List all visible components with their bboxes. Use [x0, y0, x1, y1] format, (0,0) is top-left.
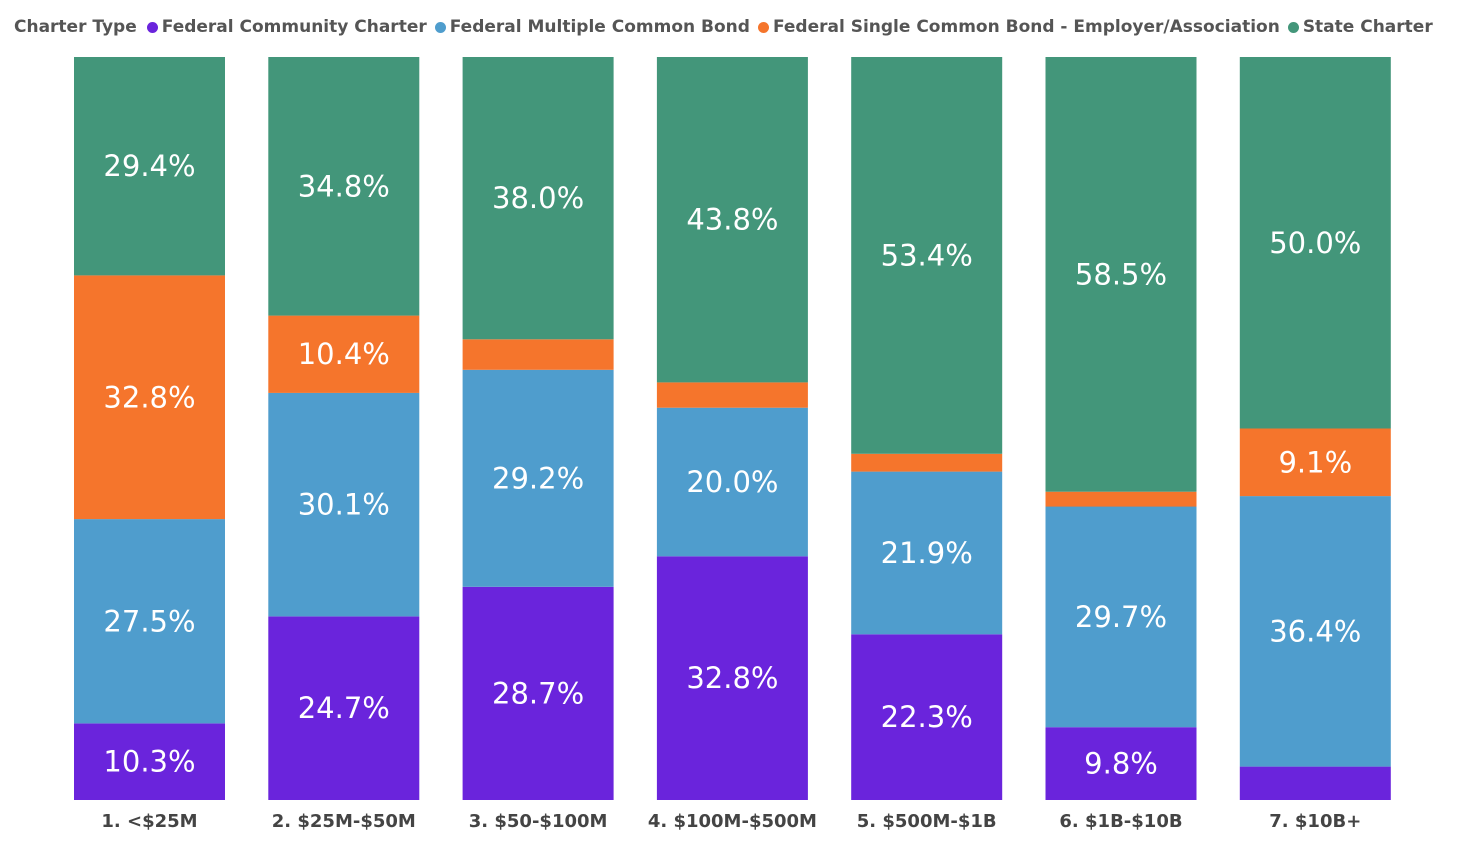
- legend-title: Charter Type: [14, 17, 137, 37]
- data-label: 43.8%: [686, 203, 778, 237]
- legend-label: Federal Single Common Bond - Employer/As…: [772, 17, 1280, 37]
- data-label: 36.4%: [1269, 614, 1361, 648]
- data-label: 10.4%: [298, 337, 390, 371]
- bar-segment[interactable]: [74, 275, 225, 520]
- legend-item-federal-multiple-common-bond[interactable]: Federal Multiple Common Bond: [434, 17, 750, 37]
- data-label: 9.8%: [1084, 747, 1158, 781]
- bar-segment[interactable]: [462, 57, 614, 340]
- data-label: 21.9%: [881, 536, 973, 570]
- x-axis-tick-label: 3. $50-$100M: [469, 811, 608, 832]
- bar-segment[interactable]: [656, 57, 808, 383]
- bar-segment[interactable]: [74, 519, 225, 724]
- x-axis-tick-label: 5. $500M-$1B: [857, 811, 997, 832]
- data-label: 32.8%: [686, 661, 778, 695]
- bar-segment[interactable]: [1045, 506, 1197, 728]
- bar-segment[interactable]: [1045, 727, 1197, 800]
- bar-segment[interactable]: [462, 339, 614, 370]
- legend-dot-icon: [757, 21, 769, 33]
- bar-segment[interactable]: [268, 315, 420, 393]
- bar-segment[interactable]: [268, 57, 420, 316]
- bar-segment[interactable]: [851, 453, 1003, 472]
- bar-segment[interactable]: [268, 392, 420, 617]
- data-label: 34.8%: [298, 169, 390, 203]
- x-axis-tick-label: 4. $100M-$500M: [648, 811, 817, 832]
- bar-segment[interactable]: [851, 634, 1003, 800]
- data-label: 29.7%: [1075, 600, 1167, 634]
- bar-segment[interactable]: [851, 57, 1003, 454]
- data-label: 28.7%: [492, 676, 584, 710]
- data-label: 27.5%: [103, 604, 195, 638]
- legend-dot-icon: [1287, 21, 1299, 33]
- bar-segment[interactable]: [1239, 496, 1391, 767]
- legend-label: Federal Community Charter: [161, 17, 427, 37]
- legend-item-state-charter[interactable]: State Charter: [1287, 17, 1433, 37]
- bar-segment[interactable]: [268, 616, 420, 801]
- legend-label: State Charter: [1302, 17, 1433, 37]
- x-axis-tick-label: 7. $10B+: [1269, 811, 1361, 832]
- data-label: 32.8%: [103, 380, 195, 414]
- bar-segment[interactable]: [851, 471, 1003, 635]
- bar-segment[interactable]: [462, 369, 614, 587]
- legend-item-federal-community-charter[interactable]: Federal Community Charter: [146, 17, 427, 37]
- data-label: 24.7%: [298, 691, 390, 725]
- bar-segment[interactable]: [1239, 57, 1391, 429]
- legend-dot-icon: [434, 21, 446, 33]
- bar-segment[interactable]: [462, 586, 614, 800]
- legend: Charter Type Federal Community Charter F…: [14, 14, 1441, 40]
- data-label: 10.3%: [103, 745, 195, 779]
- data-label: 30.1%: [298, 488, 390, 522]
- bar-segment[interactable]: [1239, 428, 1391, 497]
- data-label: 9.1%: [1278, 445, 1352, 479]
- data-label: 22.3%: [881, 700, 973, 734]
- bar-segment[interactable]: [1239, 766, 1391, 800]
- data-label: 50.0%: [1269, 226, 1361, 260]
- bar-segment[interactable]: [74, 57, 225, 276]
- x-axis-tick-label: 1. <$25M: [101, 811, 197, 832]
- bar-segment[interactable]: [1045, 491, 1197, 507]
- data-label: 29.2%: [492, 461, 584, 495]
- legend-item-federal-single-common-bond[interactable]: Federal Single Common Bond - Employer/As…: [757, 17, 1280, 37]
- bar-segment[interactable]: [656, 556, 808, 800]
- data-label: 29.4%: [103, 149, 195, 183]
- legend-dot-icon: [146, 21, 158, 33]
- data-label: 38.0%: [492, 181, 584, 215]
- bar-segment[interactable]: [656, 382, 808, 408]
- x-axis-tick-label: 6. $1B-$10B: [1059, 811, 1182, 832]
- bar-segment[interactable]: [656, 407, 808, 557]
- bar-segment[interactable]: [1045, 57, 1197, 492]
- data-label: 20.0%: [686, 465, 778, 499]
- x-axis-tick-label: 2. $25M-$50M: [272, 811, 416, 832]
- data-label: 58.5%: [1075, 257, 1167, 291]
- bar-segment[interactable]: [74, 723, 225, 801]
- legend-label: Federal Multiple Common Bond: [449, 17, 750, 37]
- data-label: 53.4%: [881, 238, 973, 272]
